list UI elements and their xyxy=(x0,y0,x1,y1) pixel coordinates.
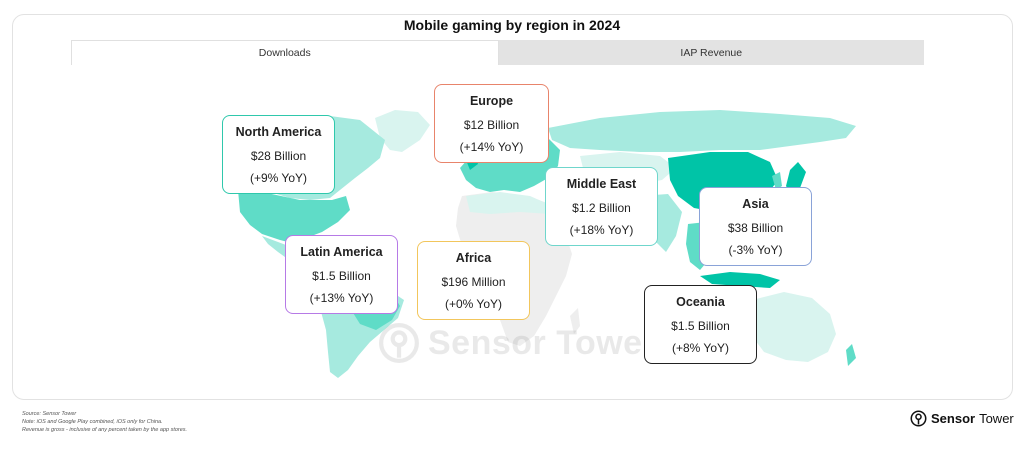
watermark-text: Sensor Tower xyxy=(428,323,657,362)
map-region-north-africa xyxy=(466,192,550,214)
region-box-north-america[interactable]: North America $28 Billion (+9% YoY) xyxy=(222,115,335,194)
brand-logo: Sensor Tower xyxy=(910,410,1014,427)
tab-iap-revenue[interactable]: IAP Revenue xyxy=(498,40,924,65)
brand-word-sensor: Sensor xyxy=(931,411,976,426)
region-name: Latin America xyxy=(300,245,383,259)
region-value: $1.5 Billion xyxy=(671,318,730,333)
region-yoy: (+14% YoY) xyxy=(459,139,524,154)
map-region-new-zealand xyxy=(846,344,856,366)
map-region-madagascar xyxy=(570,308,580,334)
region-yoy: (+8% YoY) xyxy=(671,340,730,355)
sensor-tower-watermark-icon xyxy=(379,323,419,363)
map-region-korea xyxy=(772,172,782,190)
region-value: $196 Million xyxy=(441,274,506,289)
map-region-greenland xyxy=(375,110,430,152)
platform-note: Note: iOS and Google Play combined, iOS … xyxy=(22,419,163,425)
region-yoy: (+9% YoY) xyxy=(249,170,308,185)
region-name: Oceania xyxy=(676,295,725,309)
region-box-middle-east[interactable]: Middle East $1.2 Billion (+18% YoY) xyxy=(545,167,658,246)
region-name: Africa xyxy=(455,251,492,265)
region-value: $28 Billion xyxy=(250,148,307,163)
map-region-usa xyxy=(238,190,350,244)
sensor-tower-logo-icon xyxy=(910,410,927,427)
source-note: Source: Sensor Tower xyxy=(22,411,77,417)
region-yoy: (+0% YoY) xyxy=(444,296,503,311)
watermark: Sensor Tower xyxy=(378,322,656,364)
footer-notes: Source: Sensor Tower Note: iOS and Googl… xyxy=(22,410,187,434)
region-name: Europe xyxy=(469,94,514,108)
region-value: $12 Billion xyxy=(463,117,520,132)
map-region-indonesia xyxy=(700,272,780,288)
region-yoy: (-3% YoY) xyxy=(728,242,783,257)
revenue-note: Revenue is gross - inclusive of any perc… xyxy=(22,427,188,433)
region-box-latin-america[interactable]: Latin America $1.5 Billion (+13% YoY) xyxy=(285,235,398,314)
region-box-europe[interactable]: Europe $12 Billion (+14% YoY) xyxy=(434,84,549,163)
tab-downloads[interactable]: Downloads xyxy=(71,40,499,65)
region-yoy: (+13% YoY) xyxy=(309,290,374,305)
region-name: Middle East xyxy=(566,177,637,191)
region-yoy: (+18% YoY) xyxy=(569,222,634,237)
page-title: Mobile gaming by region in 2024 xyxy=(403,17,621,33)
region-box-africa[interactable]: Africa $196 Million (+0% YoY) xyxy=(417,241,530,320)
map-region-australia xyxy=(748,292,836,362)
map-region-russia xyxy=(548,110,856,152)
brand-word-tower: Tower xyxy=(979,411,1014,426)
region-box-asia[interactable]: Asia $38 Billion (-3% YoY) xyxy=(699,187,812,266)
tab-bar: Downloads IAP Revenue xyxy=(71,40,924,65)
region-name: North America xyxy=(235,125,322,139)
region-value: $1.2 Billion xyxy=(572,200,631,215)
region-value: $38 Billion xyxy=(727,220,784,235)
region-name: Asia xyxy=(742,197,769,211)
region-value: $1.5 Billion xyxy=(312,268,371,283)
region-box-oceania[interactable]: Oceania $1.5 Billion (+8% YoY) xyxy=(644,285,757,364)
